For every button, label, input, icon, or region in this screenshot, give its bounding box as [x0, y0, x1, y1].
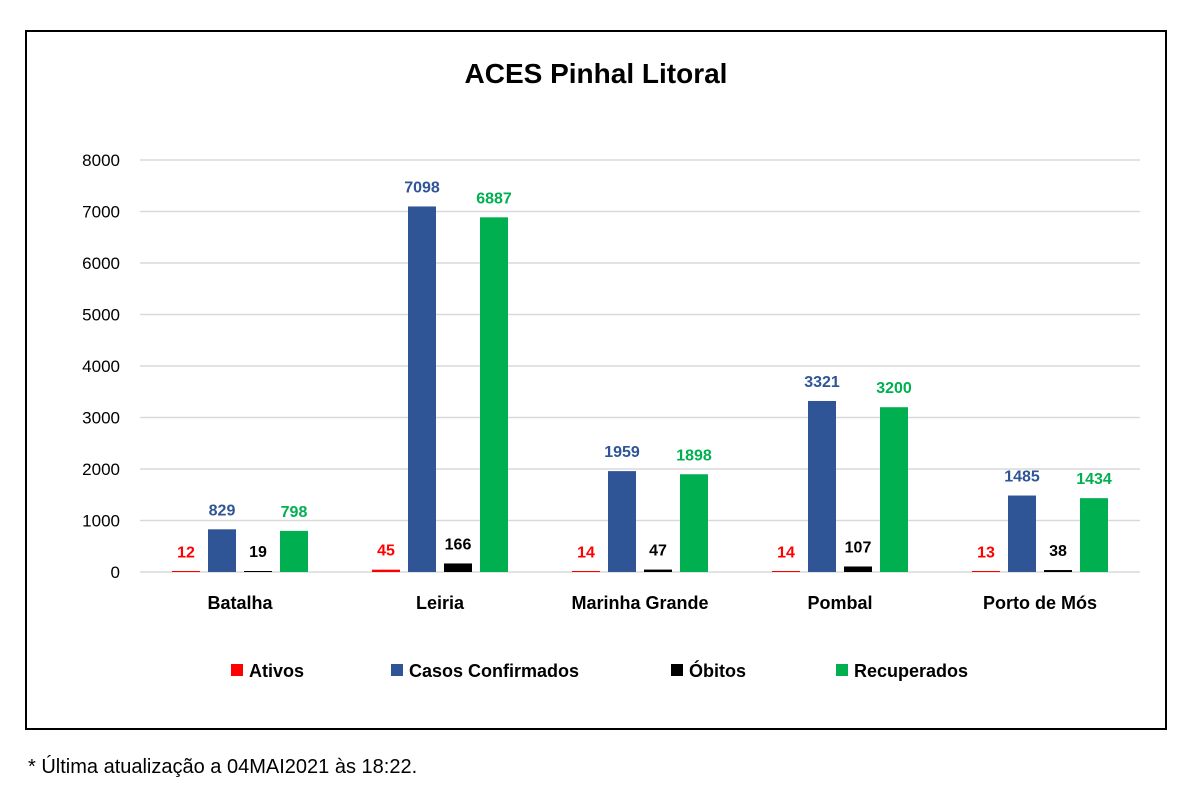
bar-recuperados: [880, 407, 908, 572]
data-label: 798: [281, 504, 308, 521]
footnote: * Última atualização a 04MAI2021 às 18:2…: [28, 756, 418, 778]
bar-recuperados: [680, 474, 708, 572]
data-label: 3321: [804, 374, 840, 391]
legend-label: Recuperados: [854, 661, 968, 681]
y-tick-label: 0: [111, 563, 120, 582]
data-label: 47: [649, 543, 667, 560]
data-label: 829: [209, 502, 236, 519]
legend-swatch: [836, 664, 848, 676]
legend-swatch: [231, 664, 243, 676]
x-tick-label: Marinha Grande: [571, 593, 708, 613]
bar-recuperados: [480, 217, 508, 572]
legend-label: Casos Confirmados: [409, 661, 579, 681]
data-label: 14: [777, 544, 795, 561]
y-tick-label: 7000: [82, 203, 120, 222]
data-label: 166: [445, 536, 472, 553]
y-tick-label: 3000: [82, 409, 120, 428]
data-label: 6887: [476, 190, 512, 207]
data-label: 3200: [876, 380, 912, 397]
y-tick-label: 6000: [82, 254, 120, 273]
data-label: 7098: [404, 179, 440, 196]
data-label: 19: [249, 544, 267, 561]
data-label: 1898: [676, 447, 712, 464]
data-label: 107: [845, 539, 872, 556]
data-label: 13: [977, 544, 995, 561]
x-tick-label: Batalha: [207, 593, 273, 613]
bar-ativos: [772, 571, 800, 572]
legend-label: Óbitos: [689, 660, 746, 681]
bar-casos-confirmados: [808, 400, 836, 572]
bar-óbitos: [244, 571, 272, 572]
chart-title: ACES Pinhal Litoral: [464, 58, 728, 89]
data-label: 12: [177, 544, 195, 561]
bar-casos-confirmados: [1008, 495, 1036, 572]
bar-recuperados: [280, 530, 308, 572]
x-tick-label: Pombal: [807, 593, 872, 613]
x-tick-label: Leiria: [416, 593, 465, 613]
y-tick-label: 4000: [82, 357, 120, 376]
data-label: 14: [577, 544, 595, 561]
bar-casos-confirmados: [208, 529, 236, 572]
bar-casos-confirmados: [608, 471, 636, 572]
y-tick-label: 5000: [82, 306, 120, 325]
legend-label: Ativos: [249, 661, 304, 681]
bar-ativos: [972, 571, 1000, 572]
y-tick-label: 8000: [82, 151, 120, 170]
data-label: 1434: [1076, 471, 1112, 488]
x-tick-label: Porto de Mós: [983, 593, 1097, 613]
y-tick-label: 2000: [82, 460, 120, 479]
bar-óbitos: [844, 566, 872, 572]
legend-swatch: [391, 664, 403, 676]
bar-ativos: [372, 569, 400, 572]
data-label: 38: [1049, 543, 1067, 560]
data-label: 1485: [1004, 469, 1040, 486]
bar-óbitos: [444, 563, 472, 572]
bar-recuperados: [1080, 498, 1108, 572]
data-label: 1959: [604, 444, 640, 461]
bar-casos-confirmados: [408, 206, 436, 572]
bar-ativos: [572, 571, 600, 572]
chart-frame: [25, 30, 1167, 730]
data-label: 45: [377, 543, 395, 560]
legend-swatch: [671, 664, 683, 676]
bar-óbitos: [1044, 570, 1072, 572]
bar-ativos: [172, 571, 200, 572]
bar-óbitos: [644, 569, 672, 572]
y-tick-label: 1000: [82, 512, 120, 531]
